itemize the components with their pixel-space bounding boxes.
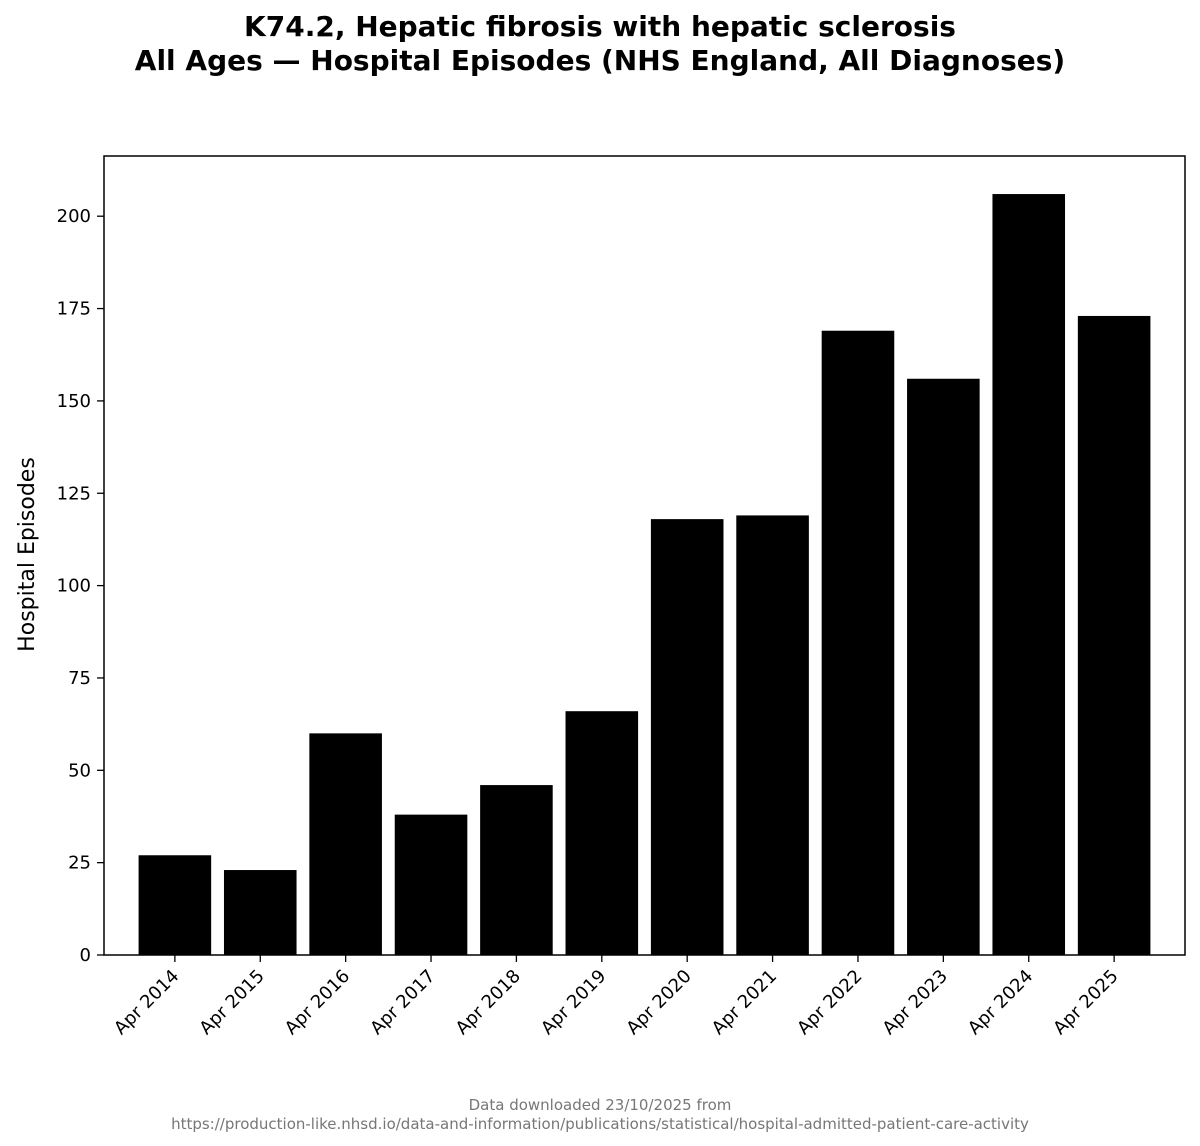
y-tick-label: 200 <box>57 206 91 227</box>
y-tick-label: 75 <box>68 668 91 689</box>
bar-apr-2025 <box>1077 315 1151 955</box>
chart-title: K74.2, Hepatic fibrosis with hepatic scl… <box>0 10 1200 78</box>
y-axis-label: Hospital Episodes <box>15 457 40 652</box>
y-tick-label: 125 <box>57 483 91 504</box>
x-tick-label: Apr 2022 <box>793 966 866 1039</box>
x-tick-label: Apr 2017 <box>366 966 439 1039</box>
bar-apr-2023 <box>907 378 980 955</box>
x-tick-label: Apr 2025 <box>1049 966 1122 1039</box>
x-tick-label: Apr 2014 <box>110 966 183 1039</box>
x-tick-label: Apr 2015 <box>195 966 268 1039</box>
bar-apr-2017 <box>394 814 468 955</box>
chart-title-line2: All Ages — Hospital Episodes (NHS Englan… <box>134 44 1066 77</box>
y-tick-label: 50 <box>68 760 91 781</box>
bar-apr-2014 <box>138 855 212 955</box>
bar-apr-2020 <box>650 519 724 955</box>
bar-apr-2015 <box>223 870 297 955</box>
y-tick-label: 0 <box>80 945 91 966</box>
plot-frame <box>103 155 1186 956</box>
y-tick-label: 175 <box>57 299 91 320</box>
x-tick-label: Apr 2020 <box>622 966 695 1039</box>
bar-apr-2016 <box>309 733 382 955</box>
x-tick-label: Apr 2018 <box>452 966 525 1039</box>
bar-apr-2021 <box>736 515 809 955</box>
x-tick-label: Apr 2024 <box>964 966 1037 1039</box>
bar-apr-2024 <box>992 194 1066 956</box>
x-tick-label: Apr 2016 <box>281 966 354 1039</box>
y-tick-label: 25 <box>68 853 91 874</box>
footer-line1: Data downloaded 23/10/2025 from <box>468 1096 732 1114</box>
data-source-footer: Data downloaded 23/10/2025 from https://… <box>0 1096 1200 1134</box>
bar-apr-2022 <box>821 330 895 956</box>
footer-url: https://production-like.nhsd.io/data-and… <box>171 1115 1029 1133</box>
x-tick-label: Apr 2019 <box>537 966 610 1039</box>
x-tick-label: Apr 2021 <box>708 966 781 1039</box>
chart-title-line1: K74.2, Hepatic fibrosis with hepatic scl… <box>244 10 956 43</box>
bar-apr-2019 <box>565 711 639 955</box>
y-tick-label: 100 <box>57 576 91 597</box>
x-tick-label: Apr 2023 <box>879 966 952 1039</box>
bar-apr-2018 <box>480 785 553 955</box>
y-tick-label: 150 <box>57 391 91 412</box>
